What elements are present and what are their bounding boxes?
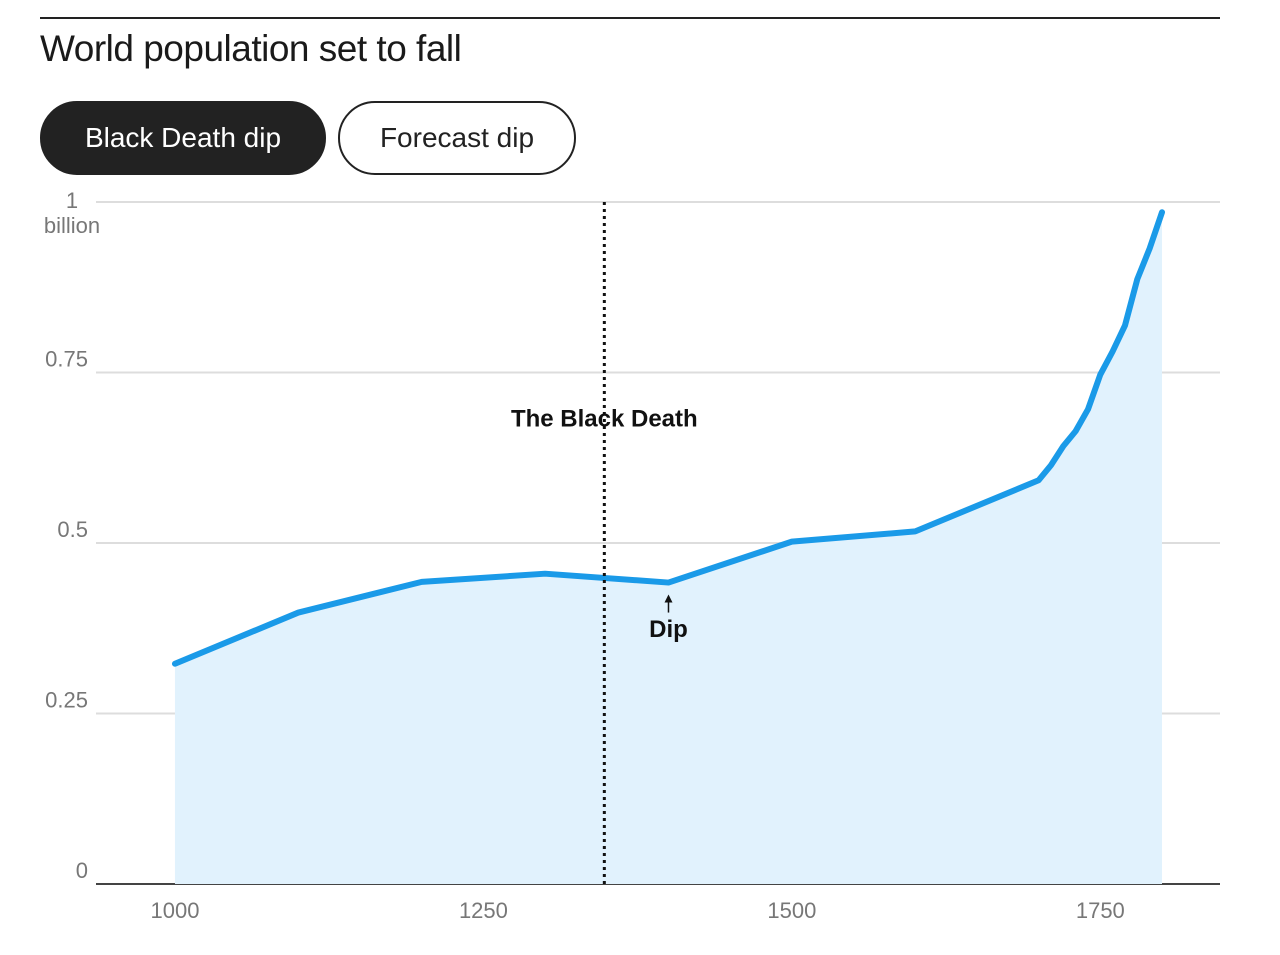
y-tick-label: 0 [76,858,88,883]
x-tick-label: 1500 [767,898,816,923]
dip-arrowhead [664,594,673,603]
tab-button[interactable]: Forecast dip [338,101,576,175]
population-line [171,209,1166,667]
chart-title: World population set to fall [40,28,462,69]
y-tick-label: 0.5 [57,517,88,542]
dip-label: Dip [649,616,688,643]
y-tick-label: 0.75 [45,346,88,371]
top-rule [40,17,1220,19]
event-label: The Black Death [511,405,698,432]
y-tick-label: 0.25 [45,687,88,712]
x-tick-label: 1750 [1076,898,1125,923]
tab-button[interactable]: Black Death dip [40,101,326,175]
area-fill [174,212,1163,885]
x-tick-label: 1000 [150,898,199,923]
y-tick-label: 1 billion [43,188,101,238]
x-tick-label: 1250 [459,898,508,923]
